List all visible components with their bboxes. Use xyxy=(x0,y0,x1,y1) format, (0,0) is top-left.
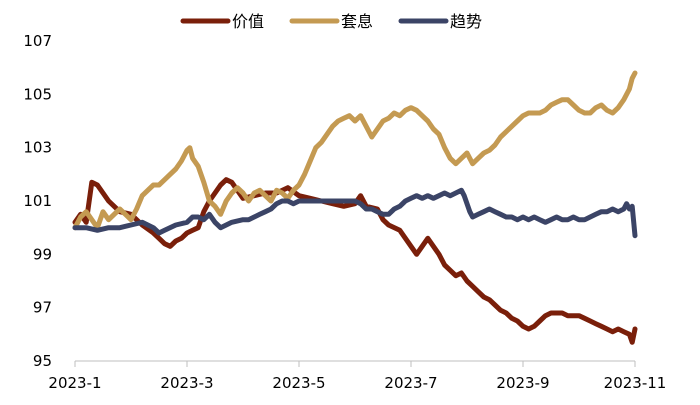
y-tick-label: 107 xyxy=(23,32,52,50)
x-axis: 2023-1 2023-3 2023-5 2023-7 2023-9 2023-11 xyxy=(48,360,667,392)
legend-label-value: 价值 xyxy=(232,12,264,31)
series-line-value xyxy=(72,177,638,345)
legend-label-trend: 趋势 xyxy=(450,12,482,31)
legend-label-carry: 套息 xyxy=(341,12,373,31)
x-tick-label: 2023-3 xyxy=(160,374,213,392)
y-tick-label: 99 xyxy=(33,245,52,263)
x-tick-label: 2023-1 xyxy=(48,374,101,392)
y-tick-label: 101 xyxy=(23,192,52,210)
y-tick-label: 95 xyxy=(33,352,52,370)
y-tick-label: 103 xyxy=(23,139,52,157)
series-line-carry xyxy=(72,70,638,231)
y-axis: 95 97 99 101 103 105 107 xyxy=(23,32,52,370)
x-tick-label: 2023-9 xyxy=(496,374,549,392)
plot-area xyxy=(72,70,638,345)
x-tick-label: 2023-11 xyxy=(604,374,667,392)
x-tick-label: 2023-7 xyxy=(384,374,437,392)
y-tick-label: 97 xyxy=(33,299,52,317)
x-tick-label: 2023-5 xyxy=(272,374,325,392)
y-tick-label: 105 xyxy=(23,85,52,103)
legend: 价值 套息 趋势 xyxy=(180,12,482,31)
series-line-trend xyxy=(72,187,638,239)
